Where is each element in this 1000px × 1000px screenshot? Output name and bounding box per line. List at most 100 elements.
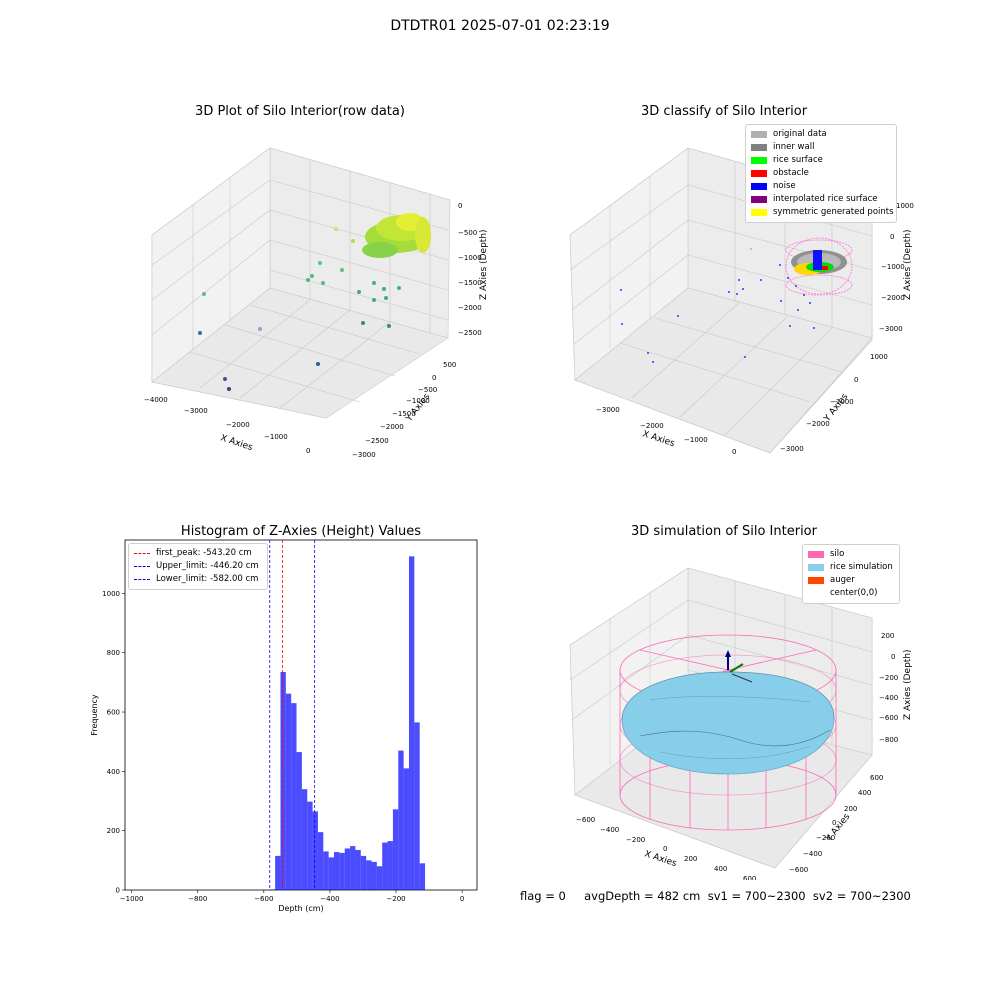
- histogram-ylabel: Frequency: [90, 694, 99, 736]
- classify-legend: original data inner wall rice surface ob…: [745, 124, 897, 223]
- raw-zlabel: Z Axies (Depth): [479, 229, 489, 300]
- histogram-bar: [419, 863, 426, 890]
- legend-label: first_peak: -543.20 cm: [156, 548, 252, 558]
- legend-label: auger: [830, 575, 855, 585]
- histogram-chart: −1000 −800 −600 −400 −200 0 0 200 400 600 800 1000…: [90, 539, 478, 913]
- histogram-bar: [366, 860, 372, 890]
- raw-xtick: −3000: [184, 407, 208, 415]
- histogram-bar: [414, 722, 420, 890]
- classify-ztick: −2000: [881, 294, 905, 302]
- raw-xtick: 0: [306, 447, 310, 455]
- legend-label: Lower_limit: -582.00 cm: [156, 574, 259, 584]
- sim-xtick: −200: [626, 836, 645, 844]
- histogram-y-tick-label: 200: [107, 827, 120, 835]
- sim-ytick: 200: [844, 805, 857, 813]
- sim-ztick: −800: [879, 736, 898, 744]
- histogram-bar: [382, 842, 388, 890]
- legend-swatch: [751, 209, 767, 216]
- sim-ytick: 600: [870, 774, 883, 782]
- raw-ytick: −3000: [352, 451, 376, 459]
- sim-ztick: −600: [879, 714, 898, 722]
- legend-swatch: [751, 183, 767, 190]
- legend-label: Upper_limit: -446.20 cm: [156, 561, 259, 571]
- classify-zlabel: Z Axies (Depth): [903, 229, 913, 300]
- sim-ytick: −200: [816, 834, 835, 842]
- histogram-x-tick-label: −1000: [120, 895, 144, 903]
- legend-swatch: [751, 131, 767, 138]
- sim-ztick: 200: [881, 632, 894, 640]
- legend-swatch: [808, 590, 824, 597]
- histogram-bar: [403, 768, 409, 890]
- legend-item: rice simulation: [808, 561, 894, 574]
- histogram-x-tick-label: −400: [320, 895, 339, 903]
- legend-item: inner wall: [751, 141, 891, 154]
- classify-ytick: −1000: [830, 398, 854, 406]
- classify-ztick: −3000: [879, 325, 903, 333]
- simulation-plot-title: 3D simulation of Silo Interior: [631, 524, 817, 539]
- raw-ztick: −1000: [458, 254, 482, 262]
- histogram-bar: [376, 866, 383, 890]
- histogram-y-ticks: 0 200 400 600 800 1000: [102, 590, 125, 895]
- legend-swatch: [808, 577, 824, 584]
- status-footer: flag = 0 avgDepth = 482 cm sv1 = 700~230…: [520, 889, 911, 903]
- rice-simulation-surface: [621, 671, 835, 775]
- histogram-x-tick-label: 0: [460, 895, 464, 903]
- classify-ytick: −2000: [806, 420, 830, 428]
- legend-label: rice simulation: [830, 562, 893, 572]
- histogram-bar: [312, 811, 318, 890]
- simulation-legend: silo rice simulation auger center(0,0): [802, 544, 900, 604]
- classify-xtick: −1000: [684, 436, 708, 444]
- legend-item: silo: [808, 548, 894, 561]
- legend-swatch: [751, 170, 767, 177]
- sim-zlabel: Z Axies (Depth): [903, 649, 913, 720]
- raw-ztick: −1500: [458, 279, 482, 287]
- legend-swatch: [808, 551, 824, 558]
- sim-xtick: −600: [576, 816, 595, 824]
- classify-ztick: 1000: [896, 202, 914, 210]
- raw-ztick: 0: [458, 202, 462, 210]
- histogram-bar: [285, 693, 292, 890]
- classify-ztick: 0: [890, 233, 894, 241]
- raw-plot-title: 3D Plot of Silo Interior(row data): [195, 104, 405, 119]
- legend-swatch: [808, 564, 824, 571]
- histogram-bar: [328, 857, 335, 890]
- histogram-bar: [360, 855, 367, 890]
- histogram-bar: [317, 832, 324, 890]
- legend-label: symmetric generated points: [773, 207, 894, 217]
- histogram-y-tick-label: 400: [107, 768, 120, 776]
- legend-item: original data: [751, 128, 891, 141]
- sim-xtick: −400: [600, 826, 619, 834]
- raw-ytick: 500: [443, 361, 456, 369]
- classify-xtick: −2000: [640, 422, 664, 430]
- histogram-bar: [291, 703, 297, 890]
- histogram-x-tick-label: −800: [188, 895, 207, 903]
- histogram-y-tick-label: 0: [116, 887, 120, 895]
- legend-item: Lower_limit: -582.00 cm: [134, 573, 262, 586]
- legend-item: symmetric generated points: [751, 206, 894, 219]
- classify-ytick: −3000: [780, 445, 804, 453]
- simulation-3d-plot: 200 0 −200 −400 −600 −800 −600 −400 −200…: [569, 567, 913, 880]
- sim-ytick: 0: [832, 819, 836, 827]
- legend-swatch: [134, 566, 150, 567]
- raw-ytick: −1000: [406, 397, 430, 405]
- legend-item: auger: [808, 574, 894, 587]
- histogram-bar: [344, 848, 351, 890]
- histogram-bar: [371, 861, 377, 890]
- sim-xtick: 0: [663, 845, 667, 853]
- sim-ztick: −200: [879, 674, 898, 682]
- sim-ylabel: Y Axies: [824, 812, 853, 845]
- raw-data-points: [198, 213, 431, 391]
- sim-xlabel: X Axies: [643, 849, 678, 869]
- histogram-bar: [339, 852, 345, 890]
- legend-item: interpolated rice surface: [751, 193, 891, 206]
- legend-swatch: [751, 144, 767, 151]
- sim-ytick: 400: [858, 789, 871, 797]
- histogram-bar: [350, 846, 356, 890]
- histogram-bar: [398, 750, 404, 890]
- raw-ytick: −2500: [365, 437, 389, 445]
- histogram-bar: [307, 801, 313, 890]
- raw-ytick: −500: [418, 386, 437, 394]
- histogram-x-ticks: −1000 −800 −600 −400 −200 0: [120, 890, 464, 903]
- raw-xtick: −1000: [264, 433, 288, 441]
- histogram-y-tick-label: 1000: [102, 590, 120, 598]
